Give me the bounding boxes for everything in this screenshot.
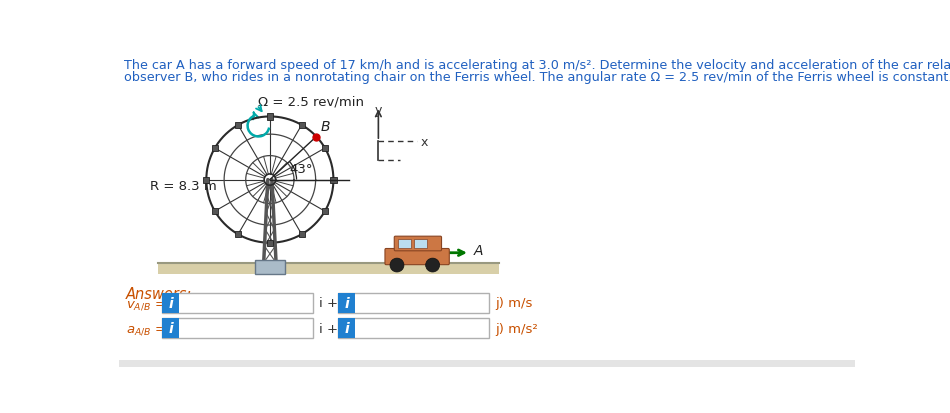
Bar — [119, 360, 855, 368]
Bar — [162, 318, 180, 338]
Text: Ω = 2.5 rev/min: Ω = 2.5 rev/min — [258, 95, 364, 108]
Circle shape — [426, 259, 440, 272]
FancyBboxPatch shape — [162, 318, 314, 338]
FancyBboxPatch shape — [394, 237, 442, 251]
Bar — [298, 232, 305, 238]
Text: The car A has a forward speed of 17 km/h and is accelerating at 3.0 m/s². Determ: The car A has a forward speed of 17 km/h… — [124, 59, 950, 72]
Text: i: i — [168, 296, 173, 310]
Text: y: y — [374, 103, 382, 116]
Text: $a_{A/B}$ = (: $a_{A/B}$ = ( — [125, 320, 176, 336]
FancyBboxPatch shape — [338, 318, 489, 338]
FancyBboxPatch shape — [385, 249, 449, 265]
Bar — [338, 293, 355, 313]
Bar — [203, 177, 209, 183]
Bar — [267, 240, 273, 246]
Bar — [414, 239, 428, 249]
Bar — [212, 209, 218, 215]
Bar — [338, 318, 355, 338]
Text: Answers:: Answers: — [125, 286, 192, 301]
Text: observer B, who rides in a nonrotating chair on the Ferris wheel. The angular ra: observer B, who rides in a nonrotating c… — [124, 71, 950, 84]
Bar — [267, 114, 273, 120]
Text: i: i — [344, 296, 349, 310]
Text: $v_{A/B}$ = (: $v_{A/B}$ = ( — [125, 295, 176, 311]
Text: i: i — [168, 321, 173, 335]
Text: j) m/s: j) m/s — [495, 297, 533, 309]
Text: i +: i + — [319, 322, 338, 335]
FancyBboxPatch shape — [338, 293, 489, 313]
Text: 43°: 43° — [289, 163, 313, 176]
Text: j) m/s²: j) m/s² — [495, 322, 538, 335]
Text: i: i — [344, 321, 349, 335]
Bar — [212, 145, 218, 152]
Bar — [162, 293, 180, 313]
Bar — [322, 209, 328, 215]
Text: i +: i + — [319, 297, 338, 309]
Circle shape — [390, 259, 404, 272]
Text: A: A — [474, 244, 484, 258]
Polygon shape — [158, 263, 499, 274]
Bar — [235, 232, 241, 238]
Text: B: B — [321, 120, 331, 134]
Text: R = 8.3 m: R = 8.3 m — [150, 180, 217, 193]
Text: x: x — [420, 135, 428, 148]
Bar — [322, 145, 328, 152]
Bar — [398, 239, 411, 249]
Bar — [331, 177, 336, 183]
FancyBboxPatch shape — [162, 293, 314, 313]
Bar — [298, 123, 305, 129]
Bar — [256, 260, 285, 274]
Bar — [235, 123, 241, 129]
